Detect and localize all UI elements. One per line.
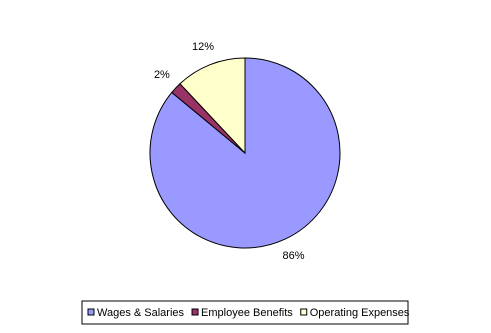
data-label: 86% bbox=[283, 250, 305, 262]
legend-swatch bbox=[300, 308, 308, 316]
legend-swatch bbox=[87, 308, 95, 316]
data-label: 2% bbox=[154, 69, 170, 81]
legend-swatch bbox=[191, 308, 199, 316]
legend-label: Operating Expenses bbox=[310, 307, 410, 319]
pie-slice bbox=[179, 57, 246, 155]
legend-box bbox=[81, 300, 409, 325]
legend-label: Wages & Salaries bbox=[97, 307, 185, 319]
data-label: 12% bbox=[192, 41, 214, 53]
legend-label: Employee Benefits bbox=[201, 307, 293, 319]
